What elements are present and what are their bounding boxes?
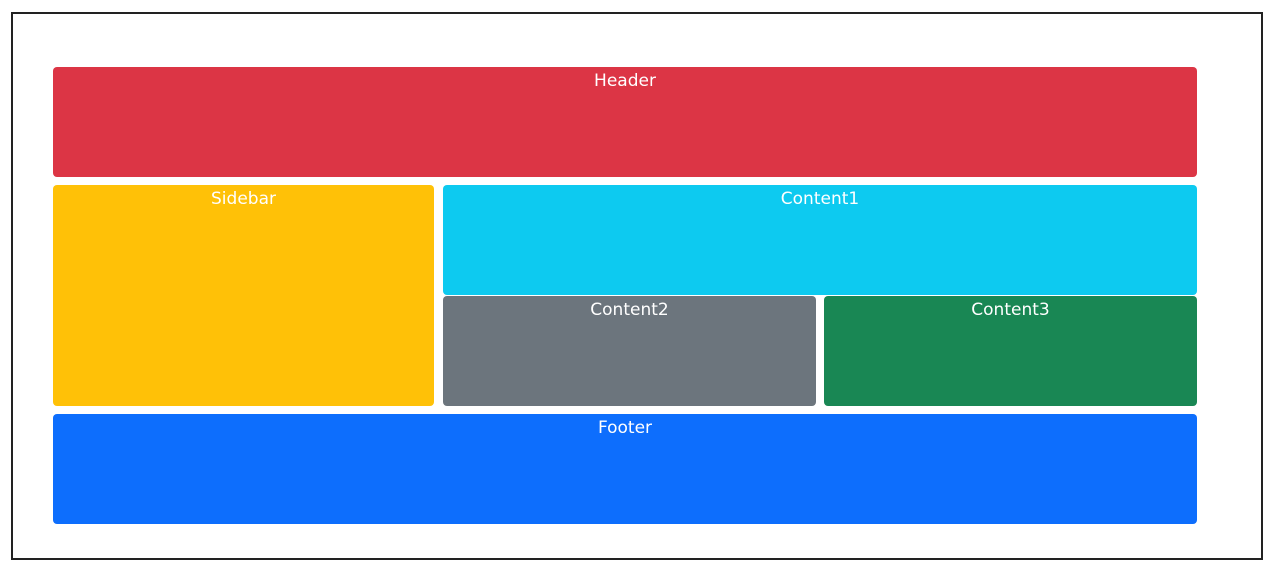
sidebar-label: Sidebar xyxy=(211,189,276,209)
footer-label: Footer xyxy=(597,418,653,438)
content2-block: Content2 xyxy=(443,296,816,406)
content1-block: Content1 xyxy=(443,185,1197,295)
content2-label: Content2 xyxy=(590,300,669,320)
content3-block: Content3 xyxy=(824,296,1197,406)
header-label: Header xyxy=(594,71,656,91)
content3-label: Content3 xyxy=(971,300,1050,320)
sidebar-block: Sidebar xyxy=(53,185,434,406)
header-block: Header xyxy=(53,67,1197,177)
content1-label: Content1 xyxy=(780,189,860,209)
footer-block: Footer xyxy=(53,414,1197,524)
